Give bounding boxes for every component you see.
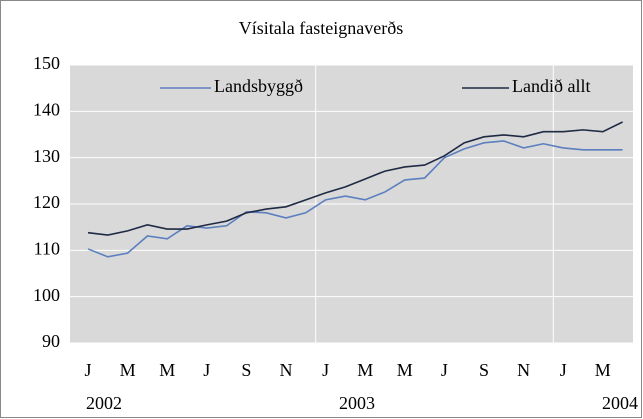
x-tick-label: M [397,360,413,380]
year-label: 2003 [339,393,375,413]
x-tick-label: M [357,360,373,380]
x-tick-label: M [595,360,611,380]
y-tick-label: 140 [33,99,60,119]
x-tick-label: S [241,360,251,380]
y-tick-label: 110 [34,238,60,258]
series-line [87,140,623,258]
series-line [87,121,623,236]
x-tick-label: J [203,360,210,380]
x-tick-label: J [560,360,567,380]
legend-label: Landsbyggð [214,76,303,96]
y-tick-label: 90 [42,331,60,351]
x-tick-label: J [84,360,91,380]
x-tick-label: N [280,360,293,380]
y-tick-label: 130 [33,146,60,166]
year-label: 2004 [602,393,638,413]
year-label: 2002 [86,393,122,413]
y-tick-label: 100 [33,285,60,305]
x-tick-label: S [479,360,489,380]
x-tick-label: M [120,360,136,380]
x-tick-label: M [159,360,175,380]
y-tick-label: 150 [33,53,60,73]
chart-title: Vísitala fasteignaverðs [239,18,403,38]
x-tick-label: J [322,360,329,380]
legend-label: Landið allt [512,76,590,96]
x-tick-label: J [441,360,448,380]
y-tick-label: 120 [33,192,60,212]
x-tick-label: N [517,360,530,380]
